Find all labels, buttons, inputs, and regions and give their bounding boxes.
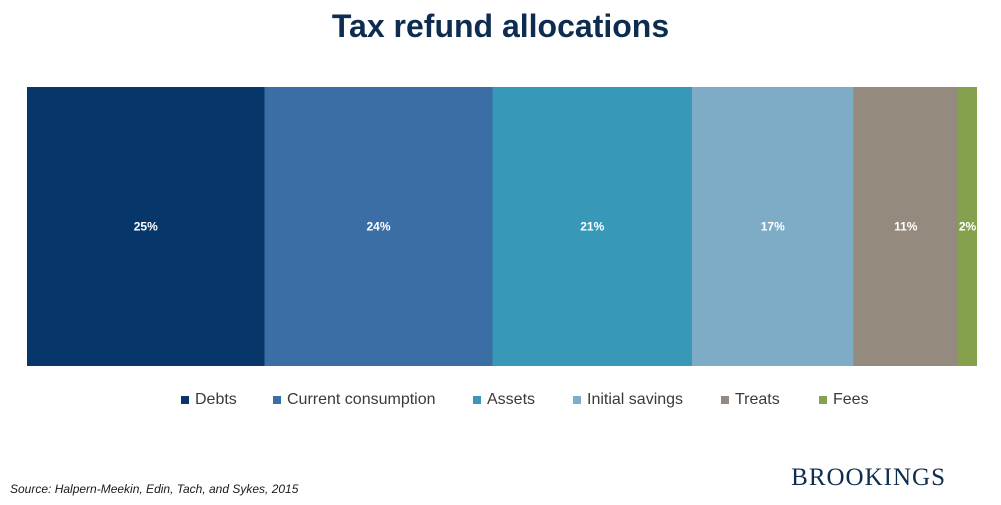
bar-segment-initial-savings: [692, 87, 854, 366]
chart-legend: Debts Current consumption Assets Initial sa…: [0, 391, 1001, 413]
data-label-fees: 2%: [959, 220, 977, 234]
data-label-current-consumption: 24%: [366, 220, 390, 234]
legend-item-treats: Treats: [721, 391, 780, 409]
legend-label: Current consumption: [287, 391, 436, 408]
legend-swatch: [181, 396, 189, 404]
bar-segment-debts: [27, 87, 265, 366]
source-note: Source: Halpern-Meekin, Edin, Tach, and …: [10, 482, 299, 496]
legend-item-fees: Fees: [819, 391, 869, 409]
legend-label: Initial savings: [587, 391, 684, 408]
data-label-debts: 25%: [134, 220, 158, 234]
legend-swatch: [473, 396, 481, 404]
legend-label: Assets: [487, 391, 536, 408]
legend-item-debts: Debts: [181, 391, 237, 409]
legend-swatch: [721, 396, 729, 404]
bar-segment-assets: [492, 87, 692, 366]
legend-label: Treats: [735, 391, 780, 408]
legend-swatch: [573, 396, 581, 404]
legend-label: Fees: [833, 391, 869, 408]
legend-item-current-consumption: Current consumption: [273, 391, 436, 409]
bar-segment-fees: [958, 87, 977, 366]
bar-segment-treats: [853, 87, 958, 366]
legend-item-initial-savings: Initial savings: [573, 391, 683, 409]
data-label-treats: 11%: [894, 220, 918, 234]
legend-swatch: [273, 396, 281, 404]
data-label-initial-savings: 17%: [761, 220, 785, 234]
data-label-assets: 21%: [580, 220, 604, 234]
legend-item-assets: Assets: [473, 391, 535, 409]
brookings-logo: BROOKINGS: [791, 464, 946, 491]
legend-swatch: [819, 396, 827, 404]
legend-label: Debts: [195, 391, 237, 408]
bar-segment-current-consumption: [264, 87, 493, 366]
chart-title: Tax refund allocations: [331, 8, 670, 44]
